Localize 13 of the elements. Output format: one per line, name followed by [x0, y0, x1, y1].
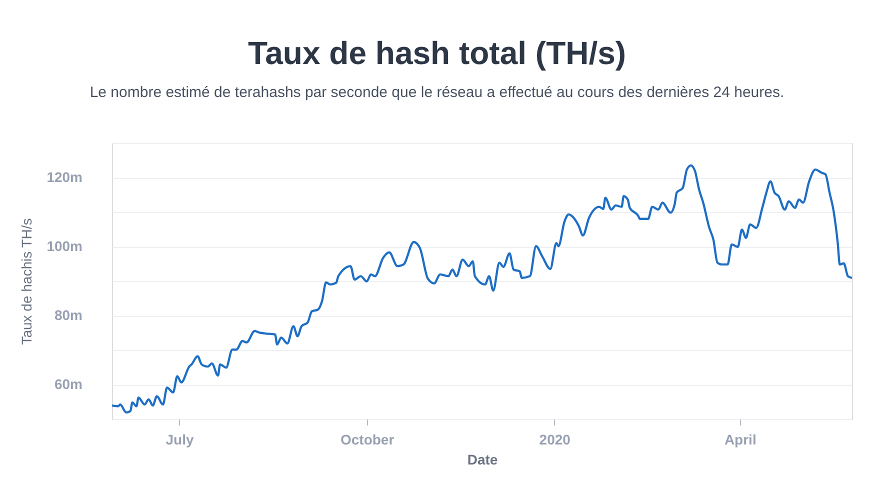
line-series: [112, 164, 852, 414]
y-tick-label: 120m: [46, 169, 82, 185]
chart-title: Taux de hash total (TH/s): [248, 35, 626, 71]
y-tick-label: 100m: [46, 238, 82, 254]
x-tick-label: October: [340, 432, 395, 448]
x-tick-label: July: [166, 432, 194, 448]
y-tick-label: 60m: [54, 376, 82, 392]
x-axis-title: Date: [467, 452, 498, 468]
chart-subtitle: Le nombre estimé de terahashs par seconde que le réseau a effectué au cours des dernières 24 heures.: [90, 84, 784, 101]
x-tick-label: 2020: [539, 432, 571, 448]
x-tick-label: April: [724, 432, 756, 448]
y-tick-label: 80m: [54, 307, 82, 323]
y-axis-title: Taux de hachis TH/s: [18, 218, 35, 345]
